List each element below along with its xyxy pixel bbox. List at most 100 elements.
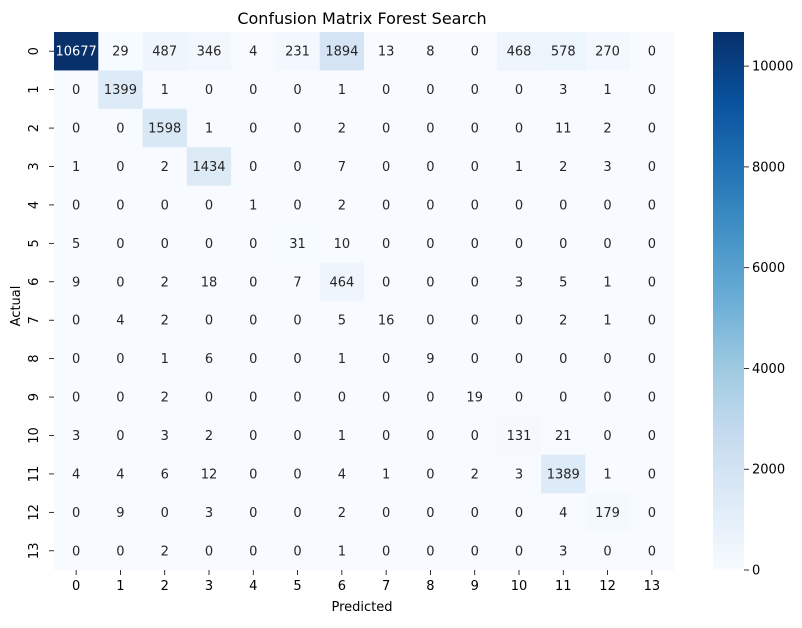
cell-value-label: 0 xyxy=(293,83,301,98)
cell-value-label: 6 xyxy=(205,352,213,367)
cell-value-label: 0 xyxy=(249,160,257,175)
x-tick-label: 8 xyxy=(426,579,434,594)
cell-value-label: 270 xyxy=(595,45,620,60)
heatmap-cell xyxy=(452,416,498,456)
heatmap-cell xyxy=(231,531,276,571)
x-tick-label: 3 xyxy=(205,579,213,594)
cell-value-label: 0 xyxy=(382,122,390,137)
cell-value-label: 0 xyxy=(249,391,257,406)
cell-value-label: 0 xyxy=(72,83,80,98)
colorbar-tick-label: 2000 xyxy=(752,463,785,478)
heatmap-cell xyxy=(496,377,542,417)
cell-value-label: 0 xyxy=(426,160,434,175)
cell-value-label: 0 xyxy=(116,544,124,559)
cell-value-label: 0 xyxy=(603,429,611,444)
heatmap-cell xyxy=(54,301,99,340)
heatmap-cell xyxy=(496,531,542,571)
cell-value-label: 0 xyxy=(559,237,567,252)
heatmap-cell xyxy=(629,262,675,302)
heatmap-cell xyxy=(629,493,675,533)
cell-value-label: 0 xyxy=(382,544,390,559)
cell-value-label: 0 xyxy=(72,122,80,137)
heatmap-cell xyxy=(452,339,498,379)
cell-value-label: 3 xyxy=(515,467,523,482)
heatmap-cell xyxy=(142,454,188,494)
cell-value-label: 0 xyxy=(648,122,656,137)
cell-value-label: 0 xyxy=(426,237,434,252)
cell-value-label: 1894 xyxy=(325,45,358,60)
cell-value-label: 5 xyxy=(559,275,567,290)
cell-value-label: 0 xyxy=(382,198,390,213)
heatmap-cell xyxy=(186,32,232,71)
heatmap-cell xyxy=(186,339,232,379)
cell-value-label: 19 xyxy=(466,391,483,406)
cell-value-label: 0 xyxy=(515,391,523,406)
cell-value-label: 4 xyxy=(249,45,257,60)
heatmap-cell xyxy=(585,416,631,456)
heatmap-cell xyxy=(452,531,498,571)
cell-value-label: 0 xyxy=(648,544,656,559)
heatmap-cell xyxy=(541,339,586,379)
heatmap-cell xyxy=(408,493,454,533)
heatmap-cell xyxy=(98,416,144,456)
heatmap-cell xyxy=(496,224,542,264)
cell-value-label: 3 xyxy=(559,544,567,559)
cell-value-label: 0 xyxy=(249,506,257,521)
cell-value-label: 0 xyxy=(293,467,301,482)
heatmap-cell xyxy=(186,416,232,456)
cell-value-label: 7 xyxy=(293,275,301,290)
heatmap-cell xyxy=(275,531,321,571)
cell-value-label: 4 xyxy=(116,314,124,329)
cell-value-label: 3 xyxy=(515,275,523,290)
heatmap-cell xyxy=(275,377,321,417)
cell-value-label: 1434 xyxy=(192,160,225,175)
x-tick-label: 5 xyxy=(293,579,301,594)
cell-value-label: 0 xyxy=(382,429,390,444)
heatmap-cell xyxy=(585,531,631,571)
cell-value-label: 0 xyxy=(426,506,434,521)
heatmap-cell xyxy=(408,301,454,340)
heatmap-cell xyxy=(408,531,454,571)
x-tick-label: 6 xyxy=(338,579,346,594)
heatmap-cell xyxy=(319,32,365,71)
heatmap-cell xyxy=(408,416,454,456)
cell-value-label: 0 xyxy=(382,391,390,406)
cell-value-label: 0 xyxy=(603,352,611,367)
x-tick-label: 0 xyxy=(72,579,80,594)
cell-value-label: 0 xyxy=(382,275,390,290)
x-tick-label: 13 xyxy=(644,579,661,594)
cell-value-label: 3 xyxy=(205,506,213,521)
heatmap-cell xyxy=(275,147,321,187)
cell-value-label: 2 xyxy=(161,160,169,175)
heatmap-cell xyxy=(142,416,188,456)
cell-value-label: 21 xyxy=(555,429,572,444)
cell-value-label: 0 xyxy=(515,122,523,137)
heatmap-cell xyxy=(98,301,144,340)
cell-value-label: 9 xyxy=(72,275,80,290)
heatmap-cell xyxy=(408,32,454,71)
heatmap-cell xyxy=(319,339,365,379)
heatmap-cell xyxy=(364,454,409,494)
heatmap-cell xyxy=(98,339,144,379)
cell-value-label: 0 xyxy=(382,83,390,98)
heatmap-cell xyxy=(408,454,454,494)
cell-value-label: 0 xyxy=(249,122,257,137)
heatmap-cell xyxy=(275,70,321,110)
cell-value-label: 1 xyxy=(338,83,346,98)
cell-value-label: 0 xyxy=(249,544,257,559)
cell-value-label: 0 xyxy=(648,352,656,367)
cell-value-label: 0 xyxy=(603,237,611,252)
heatmap-cell xyxy=(275,454,321,494)
heatmap-cell xyxy=(231,493,276,533)
heatmap-cell xyxy=(496,108,542,148)
heatmap-cell xyxy=(585,147,631,187)
heatmap-cell xyxy=(541,262,586,302)
cell-value-label: 0 xyxy=(72,352,80,367)
cell-value-label: 0 xyxy=(426,467,434,482)
cell-value-label: 0 xyxy=(648,160,656,175)
cell-value-label: 0 xyxy=(72,544,80,559)
heatmap-cell xyxy=(541,493,586,533)
cell-value-label: 0 xyxy=(116,160,124,175)
cell-value-label: 0 xyxy=(293,160,301,175)
